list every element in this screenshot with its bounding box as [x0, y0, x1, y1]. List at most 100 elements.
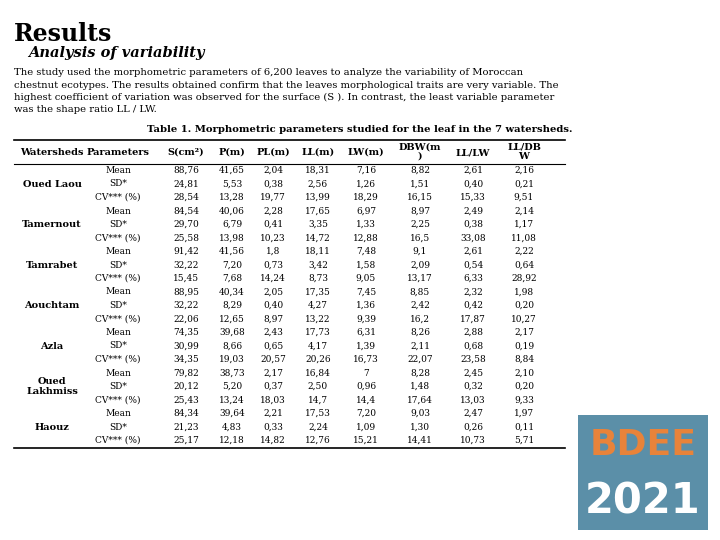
Text: S(cm²): S(cm²) [168, 148, 204, 157]
Text: LL(m): LL(m) [302, 148, 335, 157]
Text: 0,73: 0,73 [263, 260, 283, 269]
Text: 14,82: 14,82 [260, 436, 286, 445]
Text: 0,38: 0,38 [263, 179, 283, 188]
Text: 4,17: 4,17 [308, 341, 328, 350]
Text: CV*** (%): CV*** (%) [95, 274, 140, 283]
Text: 7,48: 7,48 [356, 247, 376, 256]
Text: 4,27: 4,27 [308, 301, 328, 310]
Text: 0,21: 0,21 [514, 179, 534, 188]
Text: 8,66: 8,66 [222, 341, 242, 350]
Text: 88,95: 88,95 [173, 287, 199, 296]
Text: 1,97: 1,97 [514, 409, 534, 418]
Text: 1,39: 1,39 [356, 341, 376, 350]
Text: 8,82: 8,82 [410, 166, 430, 175]
Text: Analysis of variability: Analysis of variability [28, 46, 204, 60]
Text: 2,56: 2,56 [308, 179, 328, 188]
Text: 0,41: 0,41 [263, 220, 283, 229]
Text: 16,73: 16,73 [353, 355, 379, 364]
Text: CV*** (%): CV*** (%) [95, 395, 140, 404]
Text: Haouz: Haouz [35, 423, 69, 432]
Text: 39,68: 39,68 [219, 328, 245, 337]
Text: 2,45: 2,45 [463, 368, 483, 377]
Text: 8,97: 8,97 [263, 314, 283, 323]
Text: 6,31: 6,31 [356, 328, 376, 337]
Text: 16,2: 16,2 [410, 314, 430, 323]
Text: 0,26: 0,26 [463, 422, 483, 431]
Text: 23,58: 23,58 [460, 355, 486, 364]
Text: 2,10: 2,10 [514, 368, 534, 377]
Text: P(m): P(m) [219, 148, 246, 157]
Text: 0,96: 0,96 [356, 382, 376, 391]
Text: 14,41: 14,41 [407, 436, 433, 445]
Text: 32,22: 32,22 [174, 260, 199, 269]
Text: LL/LW: LL/LW [456, 148, 490, 157]
Text: BDEE: BDEE [590, 428, 696, 462]
Text: PL(m): PL(m) [256, 148, 290, 157]
Text: 12,65: 12,65 [219, 314, 245, 323]
FancyBboxPatch shape [578, 415, 708, 530]
Text: 0,20: 0,20 [514, 382, 534, 391]
Text: 2,21: 2,21 [263, 409, 283, 418]
Text: 13,98: 13,98 [219, 233, 245, 242]
Text: 5,53: 5,53 [222, 179, 242, 188]
Text: 13,24: 13,24 [219, 395, 245, 404]
Text: 5,20: 5,20 [222, 382, 242, 391]
Text: 1,58: 1,58 [356, 260, 376, 269]
Text: 1,48: 1,48 [410, 382, 430, 391]
Text: 1,09: 1,09 [356, 422, 376, 431]
Text: 0,40: 0,40 [263, 301, 283, 310]
Text: 84,54: 84,54 [173, 206, 199, 215]
Text: 14,4: 14,4 [356, 395, 376, 404]
Text: 21,23: 21,23 [174, 422, 199, 431]
Text: 7,16: 7,16 [356, 166, 376, 175]
Text: W: W [518, 152, 529, 161]
Text: 9,05: 9,05 [356, 274, 376, 283]
Text: 84,34: 84,34 [173, 409, 199, 418]
Text: 79,82: 79,82 [173, 368, 199, 377]
Text: 1,36: 1,36 [356, 301, 376, 310]
Text: 16,5: 16,5 [410, 233, 430, 242]
Text: 16,84: 16,84 [305, 368, 331, 377]
Text: 17,65: 17,65 [305, 206, 331, 215]
Text: 25,17: 25,17 [173, 436, 199, 445]
Text: Mean: Mean [105, 368, 131, 377]
Text: LW(m): LW(m) [348, 148, 384, 157]
Text: 30,99: 30,99 [173, 341, 199, 350]
Text: 17,73: 17,73 [305, 328, 331, 337]
Text: Mean: Mean [105, 409, 131, 418]
Text: 2,17: 2,17 [514, 328, 534, 337]
Text: 14,24: 14,24 [260, 274, 286, 283]
Text: 39,64: 39,64 [219, 409, 245, 418]
Text: CV*** (%): CV*** (%) [95, 314, 140, 323]
Text: 20,57: 20,57 [260, 355, 286, 364]
Text: 9,39: 9,39 [356, 314, 376, 323]
Text: 8,73: 8,73 [308, 274, 328, 283]
Text: 1,51: 1,51 [410, 179, 430, 188]
Text: 33,08: 33,08 [460, 233, 486, 242]
Text: 6,33: 6,33 [463, 274, 483, 283]
Text: 2,09: 2,09 [410, 260, 430, 269]
Text: 2,50: 2,50 [308, 382, 328, 391]
Text: 10,27: 10,27 [511, 314, 537, 323]
Text: 17,35: 17,35 [305, 287, 331, 296]
Text: Aouchtam: Aouchtam [24, 301, 80, 310]
Text: 0,32: 0,32 [463, 382, 483, 391]
Text: Table 1. Morphometric parameters studied for the leaf in the 7 watersheds.: Table 1. Morphometric parameters studied… [148, 125, 572, 134]
Text: 7,20: 7,20 [356, 409, 376, 418]
Text: 15,33: 15,33 [460, 193, 486, 202]
Text: 9,1: 9,1 [413, 247, 427, 256]
Text: 41,56: 41,56 [219, 247, 245, 256]
Text: SD*: SD* [109, 422, 127, 431]
Text: 7,20: 7,20 [222, 260, 242, 269]
Text: 13,03: 13,03 [460, 395, 486, 404]
Text: 29,70: 29,70 [173, 220, 199, 229]
Text: 18,29: 18,29 [353, 193, 379, 202]
Text: 8,85: 8,85 [410, 287, 430, 296]
Text: 20,26: 20,26 [305, 355, 330, 364]
Text: 4,83: 4,83 [222, 422, 242, 431]
Text: 14,72: 14,72 [305, 233, 331, 242]
Text: 40,06: 40,06 [219, 206, 245, 215]
Text: 9,03: 9,03 [410, 409, 430, 418]
Text: 8,97: 8,97 [410, 206, 430, 215]
Text: 13,99: 13,99 [305, 193, 331, 202]
